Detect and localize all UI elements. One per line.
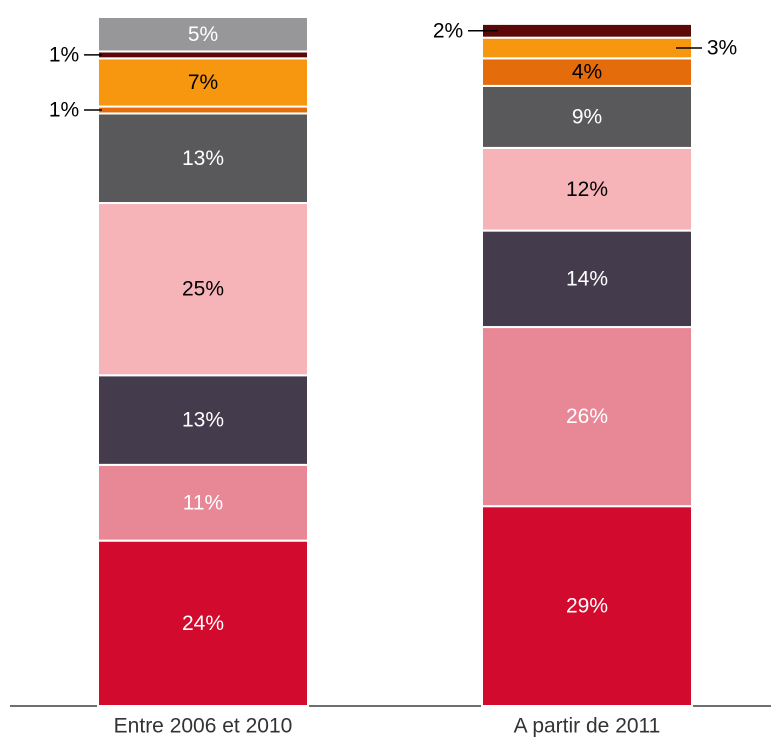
- data-label: 14%: [566, 267, 608, 290]
- data-label: 2%: [433, 19, 463, 42]
- data-label: 24%: [182, 612, 224, 635]
- bar-segment: [481, 22, 693, 39]
- bar-segment: [481, 146, 693, 232]
- data-label: 13%: [182, 409, 224, 432]
- bar-segment: [481, 505, 693, 707]
- data-label: 26%: [566, 405, 608, 428]
- bar-segment: [97, 105, 309, 115]
- bar-segment: [97, 16, 309, 53]
- data-label: 5%: [188, 23, 218, 46]
- data-label: 11%: [183, 491, 223, 514]
- data-label: 7%: [188, 71, 218, 94]
- bar-segment: [481, 84, 693, 149]
- data-label: 29%: [566, 595, 608, 618]
- bar-segment: [97, 539, 309, 708]
- bar-segment: [97, 463, 309, 542]
- data-label: 4%: [572, 61, 602, 84]
- bar-segment: [481, 326, 693, 508]
- data-label: 1%: [49, 43, 79, 66]
- bar-segment: [97, 57, 309, 108]
- x-tick-label: A partir de 2011: [514, 715, 661, 738]
- bar-segment: [97, 202, 309, 377]
- data-label: 25%: [182, 278, 224, 301]
- data-label: 12%: [566, 178, 608, 201]
- bar-segment: [97, 112, 309, 205]
- bar-segment: [481, 36, 693, 60]
- data-label: 1%: [49, 99, 79, 122]
- bar-segment: [481, 57, 693, 87]
- data-label: 3%: [707, 37, 737, 60]
- x-tick-label: Entre 2006 et 2010: [114, 715, 293, 738]
- data-label: 9%: [572, 105, 602, 128]
- bar-segment: [97, 50, 309, 60]
- data-label: 13%: [182, 147, 224, 170]
